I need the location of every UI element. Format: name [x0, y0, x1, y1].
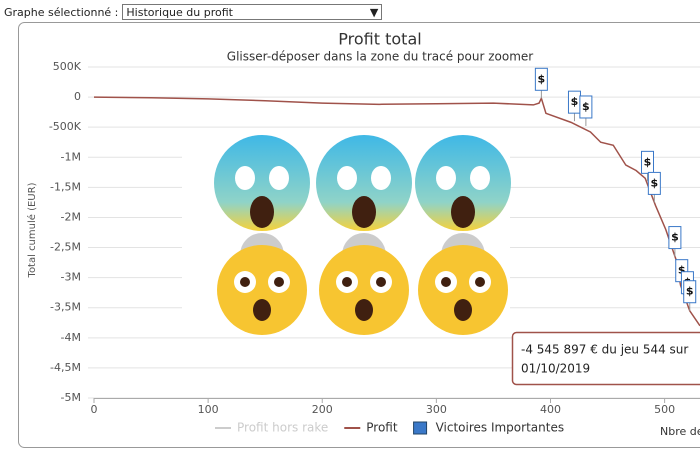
x-tick-label: 500 [654, 403, 675, 416]
x-tick-label: 200 [312, 403, 333, 416]
y-tick-label: 0 [74, 90, 81, 103]
profit-line [93, 96, 700, 327]
selector-label: Graphe sélectionné : [4, 5, 119, 19]
legend-item[interactable]: Profit hors rake [215, 421, 328, 435]
flag-text: $ [571, 95, 579, 108]
emoji-overlay [182, 135, 511, 335]
y-tick-label: -1M [61, 150, 81, 163]
flag-box [641, 150, 655, 174]
chart-title: Profit total [338, 30, 421, 49]
legend-label: Profit [366, 421, 398, 435]
flag[interactable]: $ [534, 67, 548, 99]
flag-box [683, 280, 697, 304]
flag[interactable]: $ [668, 226, 682, 257]
y-tick-label: -4M [61, 331, 81, 344]
legend-label: Victoires Importantes [436, 421, 565, 435]
flag[interactable]: $ [579, 95, 593, 126]
dropdown-arrow: ▼ [369, 5, 379, 19]
legend-item[interactable]: Profit [344, 421, 398, 435]
flag-text: $ [651, 176, 659, 189]
dropdown-value: Historique du profit [126, 5, 233, 19]
flag-text: $ [582, 100, 590, 113]
y-tick-label: -5M [61, 391, 81, 404]
x-axis-title: Nbre de [660, 425, 700, 438]
flag-box [579, 95, 593, 119]
tooltip: -4 545 897 € du jeu 544 sur 01/10/2019 [511, 331, 700, 386]
flag-text: $ [686, 285, 694, 298]
flag-text: $ [678, 264, 686, 277]
x-tick-label: 100 [198, 403, 219, 416]
tooltip-line: 01/10/2019 [521, 362, 590, 376]
flag[interactable]: $ [641, 150, 655, 182]
chart-selector: Graphe sélectionné : Historique du profi… [4, 4, 383, 20]
flag-text: $ [671, 231, 679, 244]
flag-text: $ [644, 155, 652, 168]
x-tick-label: 300 [426, 403, 447, 416]
flag[interactable]: $ [683, 280, 697, 311]
y-tick-label: -3M [61, 271, 81, 284]
y-tick-label: -1,5M [50, 180, 81, 193]
tooltip-line: -4 545 897 € du jeu 544 sur [521, 343, 688, 357]
y-tick-label: -3,5M [50, 301, 81, 314]
legend-item[interactable]: Victoires Importantes [413, 421, 565, 435]
flag-box [534, 67, 548, 91]
x-tick-label: 400 [540, 403, 561, 416]
flag[interactable]: $ [567, 90, 581, 122]
flag[interactable]: $ [647, 171, 661, 203]
y-tick-label: -4,5M [50, 361, 81, 374]
y-tick-label: -2,5M [50, 241, 81, 254]
chart-subtitle: Glisser-déposer dans la zone du tracé po… [227, 50, 533, 64]
y-tick-label: 500K [53, 60, 82, 73]
legend-label: Profit hors rake [237, 421, 328, 435]
flag-text: $ [538, 72, 546, 85]
y-tick-label: -500K [49, 120, 82, 133]
flag-box [668, 226, 682, 250]
x-tick-label: 0 [91, 403, 98, 416]
y-tick-label: -2M [61, 210, 81, 223]
flag-box [647, 171, 661, 195]
y-axis-title: Total cumulé (EUR) [26, 182, 38, 278]
legend-swatch [413, 421, 428, 435]
dropdown[interactable]: Historique du profit ▼ [122, 4, 383, 20]
